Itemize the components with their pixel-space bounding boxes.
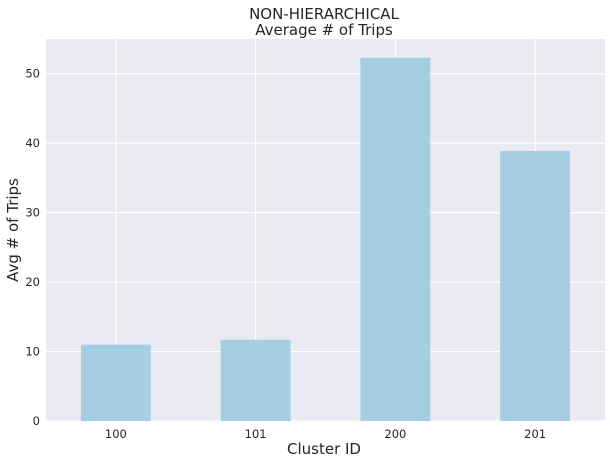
y-tick-labels: 0 10 20 30 40 50 [25, 67, 40, 428]
bar-201 [500, 150, 571, 421]
x-axis-label: Cluster ID [287, 440, 361, 458]
y-tick-label: 40 [25, 136, 40, 150]
y-tick-label: 10 [25, 345, 40, 359]
bar-200 [360, 57, 431, 422]
bar-101 [220, 339, 291, 421]
y-tick-label: 20 [25, 275, 40, 289]
chart-subtitle: Average # of Trips [255, 21, 393, 39]
x-tick-label: 200 [384, 427, 406, 441]
x-tick-label: 100 [105, 427, 127, 441]
x-tick-label: 201 [524, 427, 546, 441]
chart-title: NON-HIERARCHICAL [249, 5, 400, 23]
y-tick-label: 0 [33, 414, 40, 428]
x-tick-label: 101 [245, 427, 267, 441]
bar-100 [80, 344, 151, 421]
bars [80, 57, 571, 422]
x-tick-labels: 100 101 200 201 [105, 427, 546, 441]
y-tick-label: 30 [25, 206, 40, 220]
y-tick-label: 50 [25, 67, 40, 81]
y-axis-label: Avg # of Trips [4, 178, 22, 282]
